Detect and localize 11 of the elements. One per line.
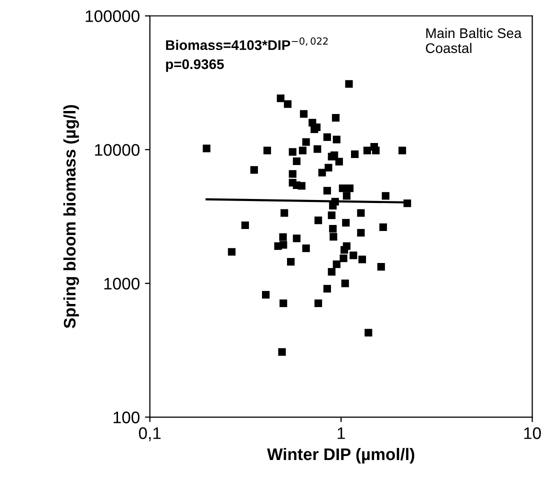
x-tick-label: 0,1 (138, 427, 161, 442)
x-tick-label: 10 (524, 427, 541, 440)
x-axis-title: Winter DIP (µmol/l) (267, 448, 414, 464)
y-tick-label: 1000 (104, 278, 140, 290)
text: Biomass=4103*DIP$^{−0,022}$ p=0.9365 (166, 37, 328, 72)
x-tick-label: 1 (338, 427, 345, 439)
y-tick-label: 100000 (86, 10, 140, 22)
y-tick-label: 100 (114, 412, 140, 424)
y-axis-title: Spring bloom biomass (µg/l) (63, 105, 79, 328)
y-tick-label: 10000 (95, 144, 140, 156)
annotation: Main Baltic Sea Coastal (426, 28, 522, 54)
